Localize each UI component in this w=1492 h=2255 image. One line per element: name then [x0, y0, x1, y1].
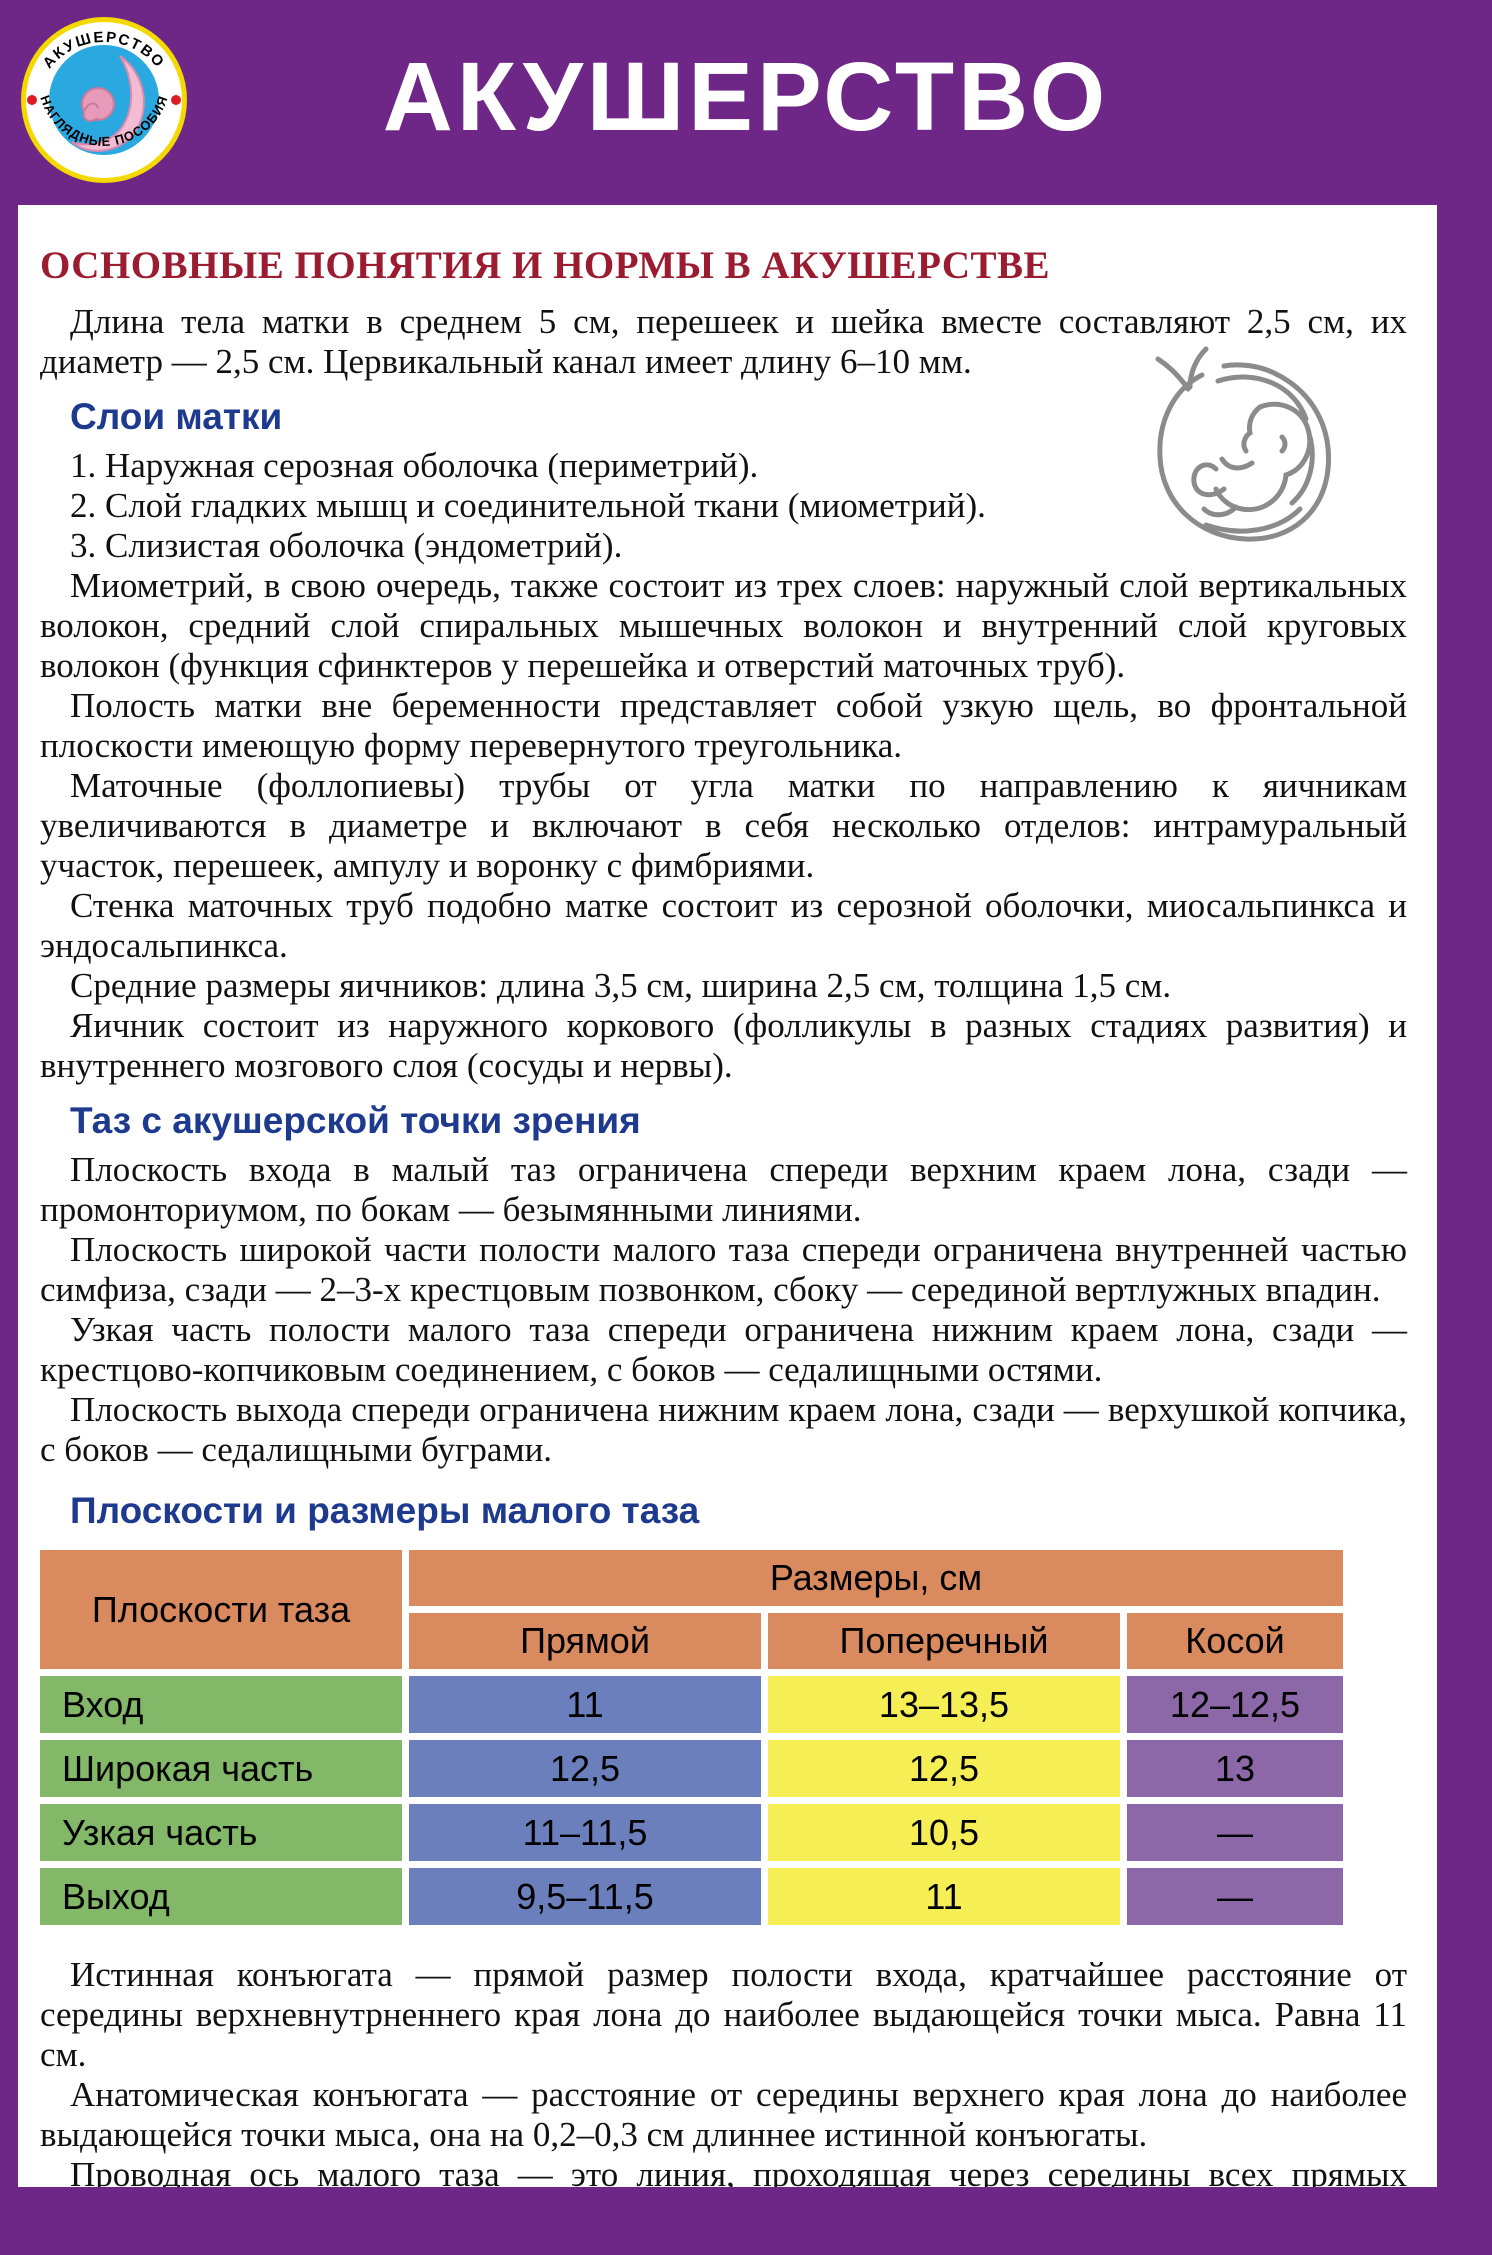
paragraph-true-conjugate: Истинная конъюгата — прямой размер полос…	[40, 1955, 1407, 2074]
table-cell: 11	[768, 1868, 1120, 1925]
list-item-perimetrium: 1. Наружная серозная оболочка (периметри…	[70, 446, 759, 485]
paragraph-ovary-sizes: Средние размеры яичников: длина 3,5 см, …	[70, 966, 1172, 1005]
pelvis-dimensions-table: Плоскости таза Размеры, см Прямой Попере…	[40, 1550, 1343, 1925]
paragraph-wide-part: Плоскость широкой части полости малого т…	[40, 1230, 1407, 1309]
paragraph-narrow-part: Узкая часть полости малого таза спереди …	[40, 1310, 1407, 1389]
table-row-label: Вход	[40, 1676, 402, 1733]
section-heading-pelvis-table: Плоскости и размеры малого таза	[70, 1490, 700, 1531]
table-row-label: Узкая часть	[40, 1804, 402, 1861]
table-group-header: Размеры, см	[409, 1550, 1343, 1606]
table-cell: —	[1127, 1804, 1343, 1861]
table-row-label: Выход	[40, 1868, 402, 1925]
table-cell: 12,5	[409, 1740, 761, 1797]
table-cell: 12,5	[768, 1740, 1120, 1797]
table-cell: 13–13,5	[768, 1676, 1120, 1733]
table-cell: 10,5	[768, 1804, 1120, 1861]
paragraph-uterine-cavity: Полость матки вне беременности представл…	[40, 686, 1407, 765]
table-row-label: Широкая часть	[40, 1740, 402, 1797]
paragraph-myometrium-layers: Миометрий, в свою очередь, также состоит…	[40, 566, 1407, 685]
list-item-myometrium: 2. Слой гладких мышц и соединительной тк…	[70, 486, 986, 525]
page-title: АКУШЕРСТВО	[382, 42, 1110, 151]
section-heading-uterus-layers: Слои матки	[70, 396, 283, 437]
table-cell: 11	[409, 1676, 761, 1733]
paragraph-tube-wall: Стенка маточных труб подобно матке состо…	[40, 886, 1407, 965]
table-cell: 12–12,5	[1127, 1676, 1343, 1733]
paragraph-anatomical-conjugate: Анатомическая конъюгата — расстояние от …	[40, 2075, 1407, 2154]
paragraph-pelvic-axis: Проводная ось малого таза — это линия, п…	[70, 2155, 1407, 2187]
section-heading-pelvis: Таз с акушерской точки зрения	[70, 1100, 641, 1141]
table-cell: 11–11,5	[409, 1804, 761, 1861]
conjugates-block: Истинная конъюгата — прямой размер полос…	[40, 1955, 1407, 2187]
content-panel: ОСНОВНЫЕ ПОНЯТИЯ И НОРМЫ В АКУШЕРСТВЕ Дл…	[18, 205, 1437, 2187]
table-column-header-oblique: Косой	[1127, 1613, 1343, 1669]
list-item-endometrium: 3. Слизистая оболочка (эндометрий).	[70, 526, 623, 565]
table-corner-header: Плоскости таза	[40, 1550, 402, 1669]
fetus-in-womb-illustration	[1155, 346, 1332, 542]
paragraph-pelvic-outlet: Плоскость выхода спереди ограничена нижн…	[40, 1390, 1407, 1469]
publisher-logo-icon: АКУШЕРСТВО НАГЛЯДНЫЕ ПОСОБИЯ	[21, 17, 187, 183]
paragraph-pelvic-inlet: Плоскость входа в малый таз ограничена с…	[40, 1150, 1407, 1229]
paragraph-intro: Длина тела матки в среднем 5 см, перешее…	[40, 302, 1407, 381]
table-cell: —	[1127, 1868, 1343, 1925]
table-cell: 13	[1127, 1740, 1343, 1797]
paragraph-fallopian-tubes: Маточные (фоллопиевы) трубы от угла матк…	[40, 766, 1407, 885]
page-header: АКУШЕРСТВО НАГЛЯДНЫЕ ПОСОБИЯ АКУШЕРСТВО	[0, 0, 1492, 205]
table-column-header-transverse: Поперечный	[768, 1613, 1120, 1669]
publisher-logo: АКУШЕРСТВО НАГЛЯДНЫЕ ПОСОБИЯ	[20, 16, 188, 184]
paragraph-ovary-structure: Яичник состоит из наружного коркового (ф…	[40, 1006, 1407, 1085]
table-column-header-straight: Прямой	[409, 1613, 761, 1669]
table-cell: 9,5–11,5	[409, 1868, 761, 1925]
main-heading: ОСНОВНЫЕ ПОНЯТИЯ И НОРМЫ В АКУШЕРСТВЕ	[40, 244, 1051, 287]
